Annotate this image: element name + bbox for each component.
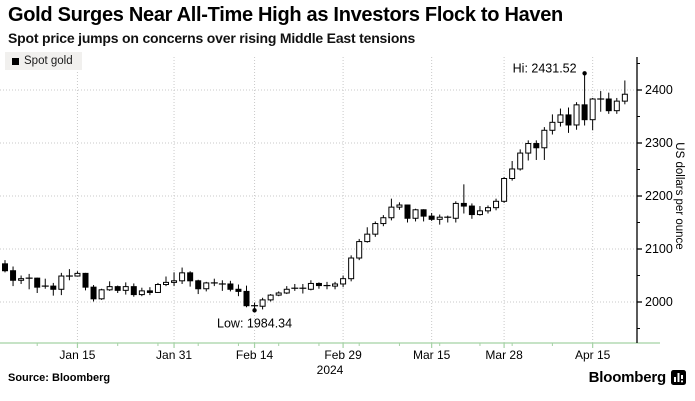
candle-body-up (356, 241, 363, 259)
candle-body-up (98, 289, 105, 300)
legend-chip: Spot gold (5, 52, 82, 70)
candle-body-down (404, 204, 411, 219)
candle-body-down (187, 272, 194, 282)
candle-body-up (154, 284, 161, 293)
candle-body-up (179, 272, 186, 282)
candle-body-down (428, 215, 435, 220)
candle-body-up (412, 209, 419, 219)
high-point-marker (582, 71, 587, 76)
candle-body-down (227, 283, 234, 290)
candle-body-up (307, 282, 314, 290)
candle-body-down (90, 286, 97, 300)
candle-body-up (348, 257, 355, 280)
candle-body-down (235, 288, 242, 292)
candle-body-up (436, 216, 443, 220)
candle-body-up (621, 93, 628, 102)
candle-body-up (525, 143, 532, 154)
candle-body-up (275, 292, 282, 296)
candle-body-down (34, 277, 41, 288)
candle-body-down (10, 270, 17, 281)
y-axis-title: US dollars per ounce (673, 142, 685, 249)
y-axis-tick-label: 2400 (645, 83, 673, 97)
low-point-marker (252, 308, 257, 313)
candle-body-down (581, 104, 588, 121)
candle-body-up (364, 233, 371, 243)
candle-body-up (493, 200, 500, 209)
candle-body-down (114, 286, 121, 291)
legend-label: Spot gold (24, 55, 73, 67)
y-axis-tick-label: 2000 (645, 295, 673, 309)
high-annotation-label: Hi: 2431.52 (513, 61, 577, 75)
x-axis-tick-label: Jan 31 (156, 348, 192, 362)
x-axis-year-label: 2024 (317, 363, 344, 377)
x-axis-tick-label: Feb 29 (324, 348, 362, 362)
candle-body-up (573, 104, 580, 126)
candle-body-up (171, 280, 178, 283)
candle-body-up (613, 100, 620, 112)
candle-body-up (517, 152, 524, 170)
low-annotation-label: Low: 1984.34 (217, 316, 292, 330)
legend-square-swatch-icon (12, 57, 19, 65)
candle-body-up (501, 178, 508, 202)
candle-body-up (509, 168, 516, 180)
candle-body-down (315, 282, 322, 287)
candle-body-up (122, 286, 129, 291)
candle-body-up (58, 275, 65, 290)
candle-body-up (541, 129, 548, 149)
page-subtitle: Spot price jumps on concerns over rising… (8, 30, 416, 46)
y-axis-tick-label: 2200 (645, 189, 673, 203)
y-axis-tick-label: 2300 (645, 136, 673, 150)
candle-body-up (380, 217, 387, 225)
candle-body-down (565, 114, 572, 126)
candle-body-up (259, 299, 266, 307)
candle-body-up (163, 281, 169, 286)
candle-body-down (533, 143, 540, 149)
candle-body-up (452, 202, 459, 219)
candle-body-up (74, 272, 81, 277)
candle-body-down (82, 272, 89, 288)
candle-body-up (549, 121, 556, 131)
source-credit: Source: Bloomberg (8, 372, 111, 384)
candle-body-up (18, 278, 25, 281)
candle-body-up (476, 210, 483, 216)
candle-body-down (2, 263, 8, 272)
candle-body-up (557, 114, 564, 123)
candle-body-up (340, 278, 347, 285)
x-axis-tick-label: Feb 14 (236, 348, 274, 362)
bloomberg-logo: Bloomberg (589, 369, 686, 386)
candle-body-up (106, 286, 113, 291)
x-axis-tick-label: Jan 15 (59, 348, 95, 362)
y-axis-tick-label: 2100 (645, 242, 673, 256)
candle-body-up (372, 223, 379, 235)
candle-body-up (332, 283, 339, 287)
candle-body-down (195, 280, 202, 290)
candle-body-up (396, 204, 403, 208)
bloomberg-bar-chart-icon (671, 370, 686, 385)
candle-body-down (146, 290, 153, 293)
candle-body-down (468, 205, 475, 216)
x-axis-tick-label: Mar 15 (413, 348, 451, 362)
candle-body-down (460, 202, 467, 207)
candle-body-up (485, 207, 491, 212)
page-title: Gold Surges Near All-Time High as Invest… (8, 4, 563, 26)
candle-body-down (243, 290, 250, 307)
candle-body-up (283, 288, 290, 294)
candle-body-down (605, 98, 612, 112)
x-axis-tick-label: Apr 15 (575, 348, 611, 362)
bloomberg-wordmark: Bloomberg (588, 369, 667, 386)
x-axis-tick-label: Mar 28 (485, 348, 523, 362)
candle-body-down (130, 286, 137, 296)
candle-body-up (138, 290, 145, 296)
candle-body-up (589, 98, 596, 121)
candle-body-up (267, 294, 274, 301)
candle-body-down (420, 209, 427, 217)
candle-body-up (388, 206, 395, 219)
candle-body-down (50, 285, 57, 290)
candle-body-up (203, 282, 210, 290)
